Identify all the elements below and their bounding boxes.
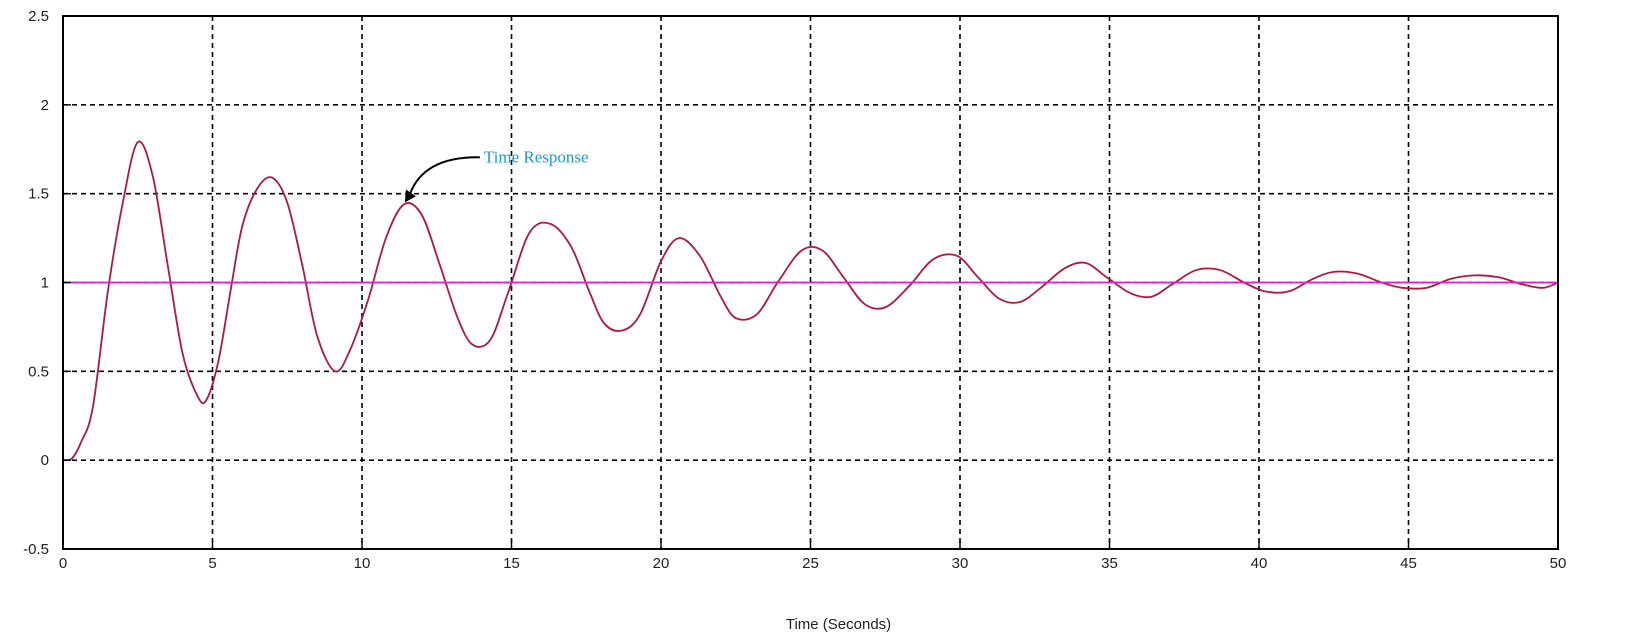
annotation-label: Time Response — [484, 147, 589, 166]
x-tick-label: 0 — [59, 555, 67, 572]
y-tick-label: 0.5 — [28, 363, 49, 380]
x-tick-label: 50 — [1550, 555, 1567, 572]
y-tick-label: 0 — [41, 452, 49, 469]
x-tick-label: 5 — [208, 555, 216, 572]
x-tick-label: 40 — [1251, 555, 1268, 572]
x-tick-label: 45 — [1400, 555, 1417, 572]
x-tick-label: 25 — [802, 555, 819, 572]
response-series-line — [62, 140, 1559, 462]
x-axis-label: Time (Seconds) — [786, 616, 891, 633]
y-tick-label: 1.5 — [28, 186, 49, 203]
x-tick-label: 20 — [653, 555, 670, 572]
y-tick-label: 2 — [41, 97, 49, 114]
annotation-arrow — [408, 156, 480, 195]
x-tick-label: 10 — [354, 555, 371, 572]
y-tick-label: -0.5 — [23, 541, 49, 558]
x-tick-label: 35 — [1101, 555, 1118, 572]
y-tick-label: 1 — [41, 275, 49, 292]
annotation-arrowhead — [404, 189, 416, 203]
x-tick-label: 30 — [952, 555, 969, 572]
tick-labels: 0 5 10 15 20 25 30 35 40 45 50 -0.5 0 0.5 1 1.5 2 2.5 — [23, 8, 1566, 572]
x-tick-label: 15 — [503, 555, 520, 572]
annotations: Time Response — [404, 147, 589, 203]
y-tick-label: 2.5 — [28, 8, 49, 25]
